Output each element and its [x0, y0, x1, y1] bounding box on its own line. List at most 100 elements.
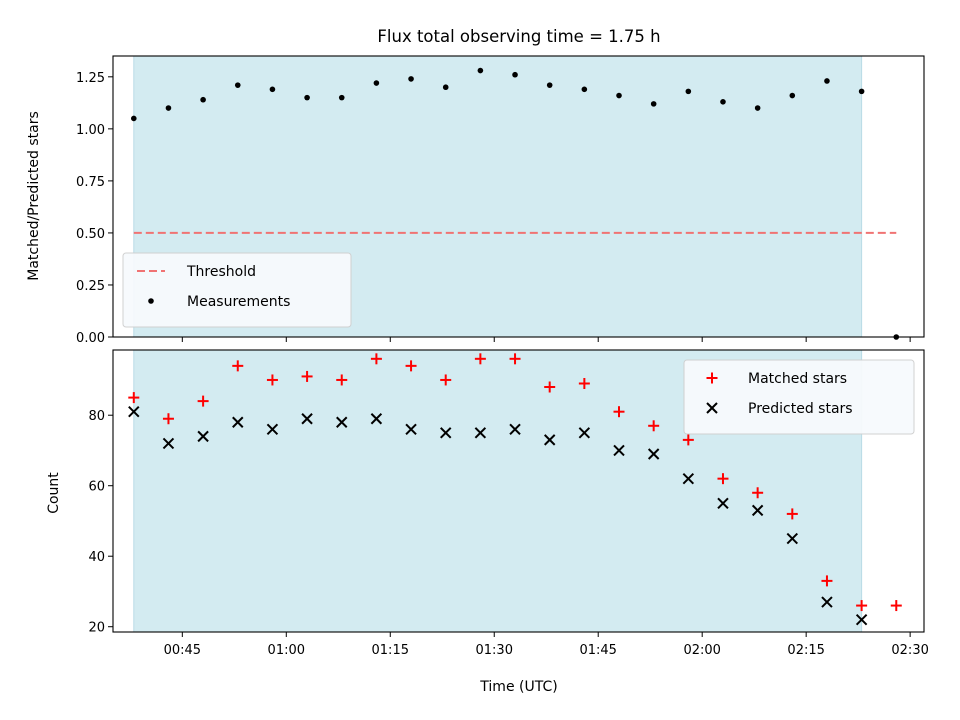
- bottom-series1-point-21-b: [855, 613, 868, 626]
- top-y-tick-label-5: 1.25: [76, 71, 105, 86]
- bottom-series0-point-0: [128, 392, 140, 404]
- bottom-series1-point-1: [162, 437, 175, 450]
- bottom-series1-point-3-b: [232, 416, 244, 428]
- top-series0-point-15: [650, 101, 657, 107]
- top-subplot: 0.00 0.25 0.50 0.75 1.00 1.25 Threshold Measure…: [76, 55, 925, 346]
- bottom-y-tick-label-1: 40: [88, 550, 105, 565]
- top-series0-point-18: [754, 105, 761, 111]
- bottom-series1-point-16-b: [682, 472, 695, 485]
- bottom-series0-point-10: [474, 353, 486, 365]
- top-legend-handle-1: [148, 298, 154, 304]
- x-axis-label: Time (UTC): [479, 679, 557, 695]
- bottom-x-tick-label-0: 00:45: [164, 643, 201, 658]
- top-series0-point-8: [408, 76, 414, 82]
- bottom-subplot: 20 40 60 80 00:45 01:00 01:15 01:30 01:45 02:00 02…: [88, 349, 929, 658]
- bottom-legend-label-0: Matched stars: [748, 371, 847, 387]
- bottom-y-tick-label-3: 80: [88, 409, 105, 424]
- top-series0-point-20: [824, 78, 830, 84]
- bottom-series1-point-13-b: [578, 427, 591, 439]
- bottom-series0-point-3: [232, 360, 244, 372]
- bottom-series1-point-20-b: [821, 596, 833, 608]
- bottom-series1-point-9-b: [440, 427, 452, 439]
- top-legend-label-1: Measurements: [187, 294, 290, 310]
- bottom-series0-point-5: [301, 370, 313, 382]
- bottom-series0-point-20: [821, 575, 833, 587]
- bottom-series1-point-20: [821, 596, 833, 608]
- top-series0-point-12: [546, 82, 553, 88]
- top-legend-box: [122, 252, 352, 328]
- bottom-series0-point-14: [613, 406, 625, 418]
- top-series0-point-14: [616, 92, 622, 99]
- bottom-series1-point-17: [717, 497, 729, 510]
- bottom-series1-point-7-b: [370, 413, 383, 425]
- bottom-series1-point-18: [751, 504, 764, 517]
- bottom-series1-point-6-b: [336, 416, 348, 428]
- bottom-series0-point-18: [752, 487, 764, 499]
- top-series0-point-11: [512, 71, 518, 78]
- bottom-series1-point-4: [266, 423, 279, 436]
- chart-title: Flux total observing time = 1.75 h: [377, 27, 660, 46]
- bottom-series0-point-6: [336, 374, 348, 386]
- top-series0-point-2: [200, 96, 206, 103]
- top-series0-point-16: [685, 88, 692, 95]
- bottom-series1-point-5: [301, 413, 313, 425]
- top-y-tick-label-4: 1.00: [76, 123, 105, 138]
- bottom-x-tick-label-5: 02:00: [683, 643, 720, 658]
- bottom-x-tick-label-2: 01:15: [372, 643, 409, 658]
- top-y-tick-label-2: 0.50: [76, 227, 105, 242]
- bottom-x-tick-label-6: 02:15: [787, 643, 824, 658]
- bottom-series0-point-21: [856, 600, 868, 612]
- bottom-legend-box: [683, 359, 915, 435]
- bottom-series1-point-12-b: [543, 434, 556, 446]
- top-series0-point-10: [477, 67, 484, 74]
- top-series0-point-17: [720, 98, 726, 105]
- bottom-series0-point-16: [682, 434, 694, 446]
- bottom-series1-point-8-b: [405, 423, 417, 436]
- bottom-series1-point-17-b: [717, 497, 729, 510]
- top-y-axis-label: Matched/Predicted stars: [26, 111, 42, 281]
- bottom-series0-point-1: [162, 413, 174, 425]
- bottom-series1-point-15-b: [647, 448, 660, 460]
- bottom-series1-point-0: [128, 405, 140, 418]
- bottom-series1-point-12: [543, 434, 556, 446]
- bottom-series0-point-15: [648, 420, 660, 432]
- bottom-y-tick-label-0: 20: [88, 621, 105, 636]
- bottom-series0-point-19: [786, 508, 798, 520]
- bottom-series1-point-5-b: [301, 413, 313, 425]
- bottom-series1-point-2: [197, 430, 209, 443]
- top-y-tick-label-0: 0.00: [76, 331, 105, 346]
- top-series0-point-5: [304, 94, 310, 101]
- bottom-x-tick-label-7: 02:30: [891, 643, 928, 658]
- bottom-series1-point-3: [232, 416, 244, 428]
- bottom-series1-point-10: [474, 427, 487, 439]
- bottom-series0-point-13: [578, 377, 590, 389]
- top-series0-point-9: [442, 84, 449, 91]
- bottom-series0-point-22: [890, 600, 902, 612]
- top-series0-point-4: [269, 86, 276, 93]
- top-series0-point-19: [789, 92, 796, 99]
- bottom-series1-point-0-b: [128, 405, 140, 418]
- top-series0-point-13: [581, 86, 588, 93]
- bottom-series0-point-8: [405, 360, 417, 372]
- top-series0-point-1: [165, 105, 172, 111]
- bottom-series1-point-10-b: [474, 427, 487, 439]
- bottom-series1-point-14: [613, 444, 625, 457]
- bottom-series1-point-15: [647, 448, 660, 460]
- bottom-legend-handle-1: [706, 402, 718, 414]
- bottom-series1-point-13: [578, 427, 591, 439]
- bottom-series1-point-8: [405, 423, 417, 436]
- bottom-series0-point-2: [197, 395, 209, 407]
- bottom-series1-point-21: [855, 613, 868, 626]
- bottom-legend-handle-0: [706, 372, 718, 384]
- bottom-series1-point-1-b: [162, 437, 175, 450]
- top-legend-label-0: Threshold: [186, 264, 256, 280]
- bottom-series1-point-18-b: [751, 504, 764, 517]
- bottom-y-axis-label: Count: [46, 472, 62, 514]
- bottom-series0-point-17: [717, 473, 729, 485]
- bottom-series1-point-11-b: [509, 423, 521, 436]
- top-series0-point-0: [130, 115, 137, 122]
- bottom-series1-point-2-b: [197, 430, 209, 443]
- top-series0-point-6: [338, 94, 345, 101]
- bottom-legend-label-1: Predicted stars: [748, 401, 853, 417]
